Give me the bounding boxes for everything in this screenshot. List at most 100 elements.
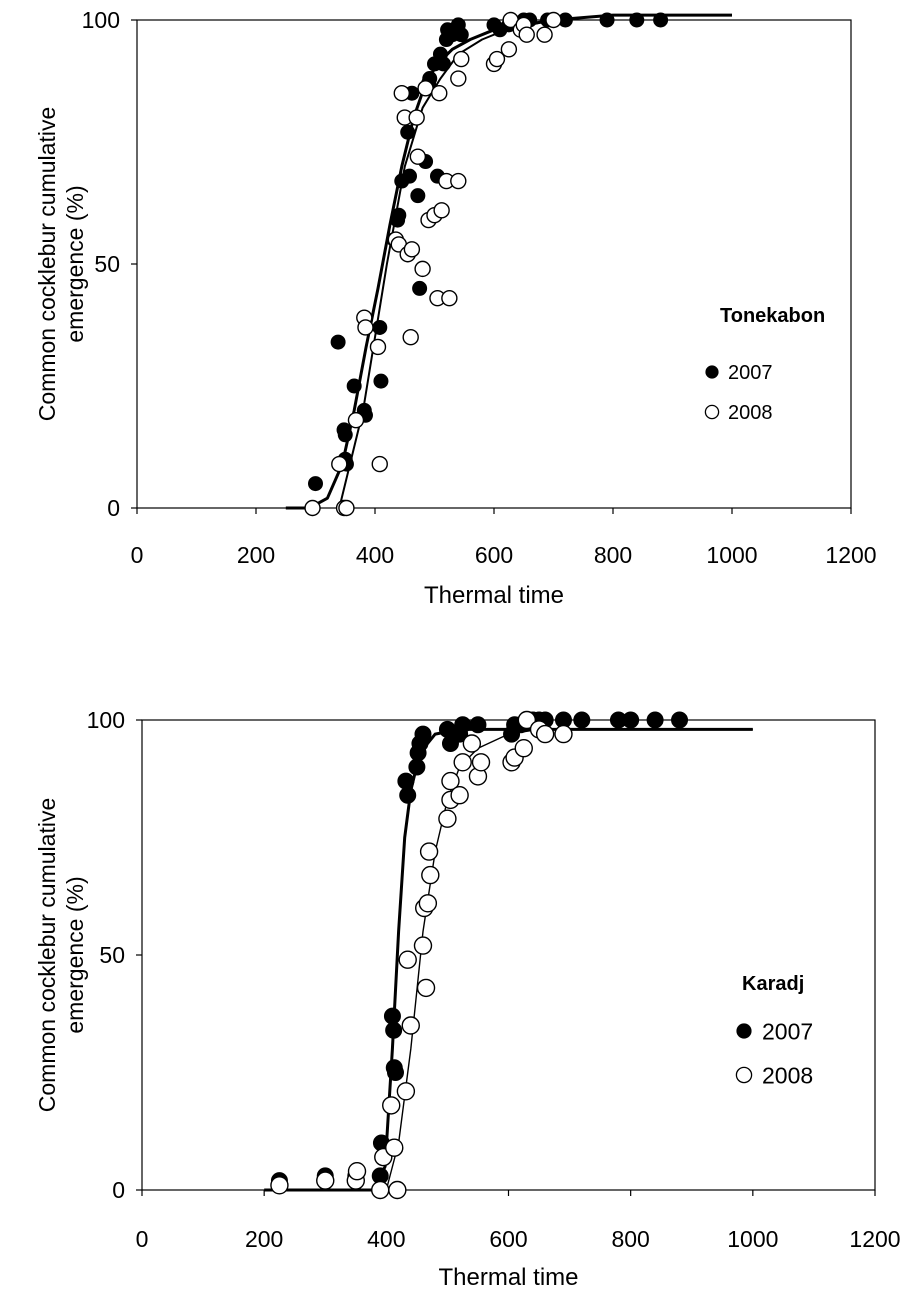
point-2008 bbox=[414, 260, 431, 278]
point-2008 bbox=[385, 1138, 404, 1157]
point-2008 bbox=[500, 41, 518, 58]
point-2007 bbox=[386, 1064, 404, 1081]
point-2008 bbox=[431, 84, 448, 102]
plot-frame bbox=[141, 719, 876, 1191]
point-2008 bbox=[357, 319, 374, 336]
point-2007 bbox=[308, 476, 323, 492]
y-axis-label: Common cocklebur cumulativeemergence (%) bbox=[34, 798, 88, 1112]
point-2007 bbox=[346, 378, 362, 394]
point-2008 bbox=[388, 1180, 407, 1200]
point-2008 bbox=[316, 1171, 335, 1190]
point-2007 bbox=[400, 124, 416, 140]
legend-title: Tonekabon bbox=[720, 305, 825, 327]
point-2008 bbox=[270, 1176, 289, 1195]
point-2008 bbox=[393, 84, 410, 102]
point-2007 bbox=[402, 168, 418, 184]
x-tick-label: 200 bbox=[237, 542, 275, 568]
point-2008 bbox=[450, 786, 469, 805]
y-tick-label: 100 bbox=[87, 707, 125, 733]
y-tick-label: 50 bbox=[99, 942, 125, 968]
chart-tonekabon: 0 200 400 600 800 1000 1200 0 50 100 Thermal time C… bbox=[34, 7, 877, 609]
point-2008 bbox=[441, 771, 460, 791]
point-2007 bbox=[410, 188, 426, 204]
point-2007 bbox=[337, 427, 353, 443]
legend-label-2008: 2008 bbox=[728, 402, 773, 424]
x-tick-label: 200 bbox=[245, 1226, 283, 1252]
point-2008 bbox=[398, 950, 417, 969]
x-tick-label: 0 bbox=[131, 542, 144, 568]
x-tick-label: 1200 bbox=[825, 542, 876, 568]
point-2007 bbox=[330, 334, 346, 350]
legend-marker-2008 bbox=[735, 1066, 753, 1084]
fit-curve-2007 bbox=[285, 13, 732, 510]
point-2008 bbox=[450, 172, 467, 190]
y-tick-label: 0 bbox=[112, 1177, 125, 1203]
y-tick-label: 100 bbox=[82, 7, 120, 33]
point-2008 bbox=[453, 753, 472, 772]
point-2007 bbox=[646, 711, 664, 729]
y-tick-label: 50 bbox=[94, 251, 120, 277]
point-2007 bbox=[383, 1007, 401, 1025]
point-2008 bbox=[535, 724, 555, 744]
point-2008 bbox=[421, 865, 440, 885]
point-2008 bbox=[401, 1016, 420, 1035]
x-tick-label: 800 bbox=[611, 1226, 649, 1252]
chart-karadj: 0 200 400 600 800 1000 1200 0 50 100 Thermal time C… bbox=[34, 707, 901, 1291]
point-2008 bbox=[545, 11, 562, 29]
point-2008 bbox=[438, 809, 457, 828]
x-tick-label: 1200 bbox=[849, 1226, 900, 1252]
x-axis-label: Thermal time bbox=[424, 582, 564, 609]
legend-marker-2007 bbox=[705, 365, 719, 379]
point-2008 bbox=[416, 978, 436, 998]
point-2008 bbox=[419, 842, 439, 861]
fit-curve-2007 bbox=[264, 727, 753, 1192]
point-2007 bbox=[372, 319, 388, 335]
point-2008 bbox=[462, 734, 482, 753]
legend-label-2007: 2007 bbox=[728, 362, 773, 384]
point-2008 bbox=[418, 894, 438, 913]
y-axis-label-line: emergence (%) bbox=[62, 185, 88, 342]
point-2008 bbox=[347, 411, 365, 429]
point-2008 bbox=[536, 26, 553, 43]
fit-curve-2008 bbox=[385, 728, 753, 1191]
y-axis-label-line: emergence (%) bbox=[62, 876, 88, 1033]
point-2008 bbox=[471, 753, 491, 772]
point-2008 bbox=[417, 80, 434, 97]
point-2008 bbox=[514, 739, 533, 758]
y-axis-label-line: Common cocklebur cumulative bbox=[34, 107, 60, 421]
point-2008 bbox=[369, 338, 387, 356]
point-2008 bbox=[488, 50, 506, 68]
point-2007 bbox=[408, 758, 426, 776]
point-2008 bbox=[304, 499, 321, 517]
point-2007 bbox=[573, 711, 591, 729]
point-2008 bbox=[433, 202, 450, 219]
legend-marker-2007 bbox=[736, 1023, 752, 1039]
point-2007 bbox=[599, 12, 615, 28]
x-tick-label: 0 bbox=[136, 1226, 149, 1252]
point-2007 bbox=[435, 56, 451, 72]
legend-label-2008: 2008 bbox=[762, 1062, 813, 1088]
point-2008 bbox=[518, 26, 535, 43]
point-2008 bbox=[338, 499, 355, 517]
point-2007 bbox=[412, 280, 428, 296]
x-tick-label: 800 bbox=[594, 542, 632, 568]
point-2007 bbox=[414, 725, 432, 743]
point-2008 bbox=[441, 289, 458, 307]
point-2007 bbox=[671, 711, 689, 729]
point-2008 bbox=[402, 329, 419, 346]
point-2008 bbox=[347, 1161, 367, 1181]
point-2007 bbox=[391, 207, 407, 223]
x-tick-label: 600 bbox=[475, 542, 513, 568]
point-2008 bbox=[371, 455, 388, 473]
point-2007 bbox=[397, 772, 415, 790]
point-2008 bbox=[413, 936, 433, 955]
point-2007 bbox=[622, 711, 640, 729]
x-tick-label: 1000 bbox=[706, 542, 757, 568]
point-2008 bbox=[453, 50, 470, 68]
x-tick-label: 600 bbox=[489, 1226, 527, 1252]
y-axis-label: Common cocklebur cumulativeemergence (%) bbox=[34, 107, 88, 421]
point-2007 bbox=[399, 786, 417, 804]
point-2008 bbox=[382, 1096, 401, 1115]
point-2008 bbox=[396, 1082, 416, 1101]
